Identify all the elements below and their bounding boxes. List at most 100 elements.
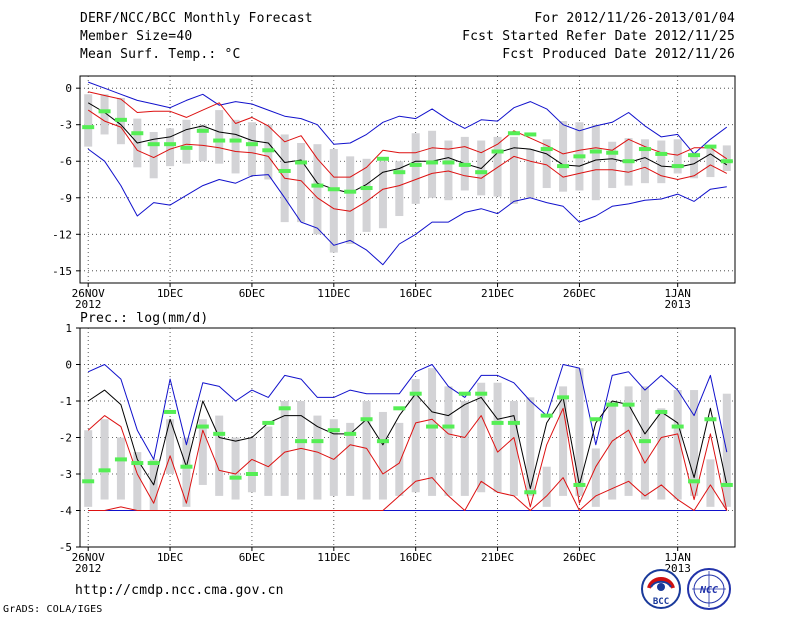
precip-median-marker [245, 472, 258, 476]
temp-ytick-label: -3 [59, 119, 72, 132]
temp-median-marker [507, 131, 520, 136]
temp-xtick-label: 6DEC [239, 287, 266, 300]
ncc-logo: NCC [687, 568, 731, 610]
temp-box [346, 156, 355, 245]
start-date-label: Fcst Started Refer Date 2012/11/25 [462, 29, 735, 44]
temp-median-marker [622, 159, 635, 164]
precip-median-marker [655, 409, 668, 414]
temp-median-marker [295, 160, 308, 165]
precip-box [395, 422, 404, 496]
precip-median-marker [638, 439, 651, 444]
precip-box [428, 368, 437, 496]
precip-box [608, 401, 617, 500]
temp-median-marker [720, 159, 733, 164]
grads-credit: GrADS: COLA/IGES [3, 604, 103, 615]
precip-box [509, 401, 518, 496]
precip-ytick-label: -2 [59, 432, 72, 445]
temp-ytick-label: -9 [59, 192, 72, 205]
precip-box [542, 466, 551, 507]
precip-median-marker [704, 417, 717, 422]
temp-box [673, 139, 682, 174]
temp-median-marker [344, 189, 357, 194]
temp-box [640, 139, 649, 184]
precip-abs-max-line [87, 364, 728, 460]
temp-box [444, 140, 453, 201]
temp-box [231, 119, 240, 174]
precip-median-marker [196, 424, 209, 429]
temp-box [100, 94, 109, 135]
temp-median-marker [278, 168, 291, 173]
temp-median-marker [245, 142, 258, 147]
precip-box [329, 419, 338, 496]
temp-box [395, 161, 404, 217]
precip-box [166, 419, 175, 474]
bcc-logo-text: BCC [653, 597, 669, 607]
temp-xtick-label: 16DEC [399, 287, 432, 300]
precip-xtick-label: 1DEC [157, 551, 184, 564]
temp-median-marker [327, 187, 340, 192]
temp-box [526, 149, 535, 198]
precip-ytick-label: -5 [59, 541, 72, 554]
precip-ytick-label: 0 [65, 359, 72, 372]
precip-box [378, 411, 387, 500]
precip-box [575, 368, 584, 496]
source-url[interactable]: http://cmdp.ncc.cma.gov.cn [75, 583, 284, 598]
precip-median-marker [491, 420, 504, 425]
precip-median-marker [442, 424, 455, 429]
temp-median-marker [229, 138, 242, 143]
precip-xtick-label: 16DEC [399, 551, 432, 564]
precip-box [100, 419, 109, 500]
temp-median-marker [704, 144, 717, 149]
temp-median-marker [458, 162, 471, 167]
temp-median-marker [573, 154, 586, 159]
temp-variable-label: Mean Surf. Temp.: °C [80, 47, 241, 62]
temp-ytick-label: 0 [65, 82, 72, 95]
precip-box [313, 415, 322, 500]
precip-ytick-label: -1 [59, 395, 72, 408]
temp-median-marker [213, 138, 226, 143]
precip-variable-label: Prec.: log(mm/d) [80, 311, 209, 326]
temp-box [329, 149, 338, 253]
temp-median-marker [164, 142, 177, 147]
temp-box [297, 142, 306, 223]
temp-median-marker [589, 149, 602, 154]
precip-ens-max-line [87, 407, 728, 511]
member-size-label: Member Size=40 [80, 29, 193, 44]
precip-box [182, 437, 191, 507]
precip-box [231, 437, 240, 500]
ncc-logo-text: NCC [699, 585, 718, 596]
temp-xtick-label: 1DEC [157, 287, 184, 300]
precip-box [247, 437, 256, 493]
temp-box [166, 128, 175, 167]
temp-plot-frame [79, 75, 736, 284]
precip-box [116, 437, 125, 500]
temp-box [509, 136, 518, 204]
temp-ytick-label: -12 [52, 228, 72, 241]
precip-ytick-label: -4 [59, 505, 73, 518]
precip-median-marker [82, 479, 95, 484]
temp-box [149, 132, 158, 179]
temp-xtick-label: 21DEC [481, 287, 514, 300]
precip-median-marker [720, 482, 733, 487]
precip-median-marker [557, 395, 570, 400]
precip-median-marker [589, 417, 602, 422]
temp-mean-line [87, 102, 728, 194]
produced-date-label: Fcst Produced Date 2012/11/26 [502, 47, 735, 62]
temp-median-marker [442, 160, 455, 165]
precip-box [280, 401, 289, 496]
temp-box [247, 122, 256, 176]
precip-median-marker [131, 461, 144, 466]
temp-median-marker [557, 164, 570, 169]
precip-box [198, 419, 207, 485]
precip-box [690, 390, 699, 496]
temp-median-marker [114, 117, 127, 122]
chart-title: DERF/NCC/BCC Monthly Forecast [80, 11, 313, 26]
precip-median-marker [98, 468, 111, 473]
precip-box [297, 401, 306, 500]
temp-box [591, 124, 600, 201]
temp-box [362, 158, 371, 232]
precip-xtick-label: 6DEC [239, 551, 266, 564]
temp-ens-min-line [87, 109, 728, 212]
temp-ens-max-line [88, 91, 728, 178]
precip-ytick-label: -3 [59, 468, 72, 481]
